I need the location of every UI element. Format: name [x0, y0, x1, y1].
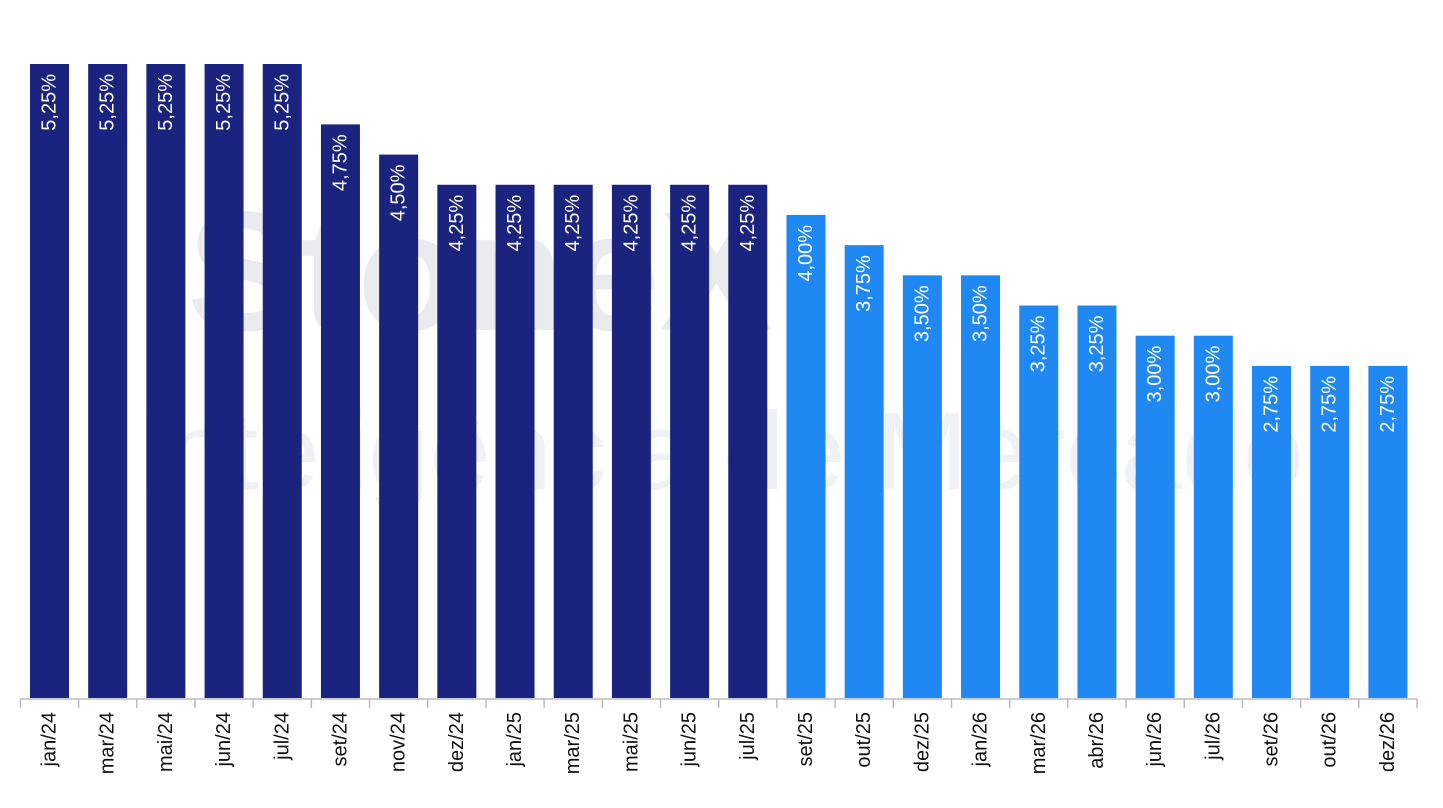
x-tick-label: set/26 [1261, 712, 1283, 766]
bar [786, 214, 826, 698]
bar [1310, 365, 1350, 698]
value-label: 4,25% [504, 195, 526, 252]
bar [611, 184, 651, 698]
x-tick-label: mai/25 [620, 712, 642, 772]
value-label: 3,25% [1086, 315, 1108, 372]
bar [1077, 305, 1117, 698]
x-tick-label: jun/26 [1144, 712, 1166, 768]
x-tick-label: out/25 [853, 712, 875, 768]
value-label: 5,25% [155, 74, 177, 131]
bar [437, 184, 477, 698]
x-tick-label: set/24 [329, 712, 351, 766]
x-tick-label: jan/24 [38, 712, 60, 768]
bar [1019, 305, 1059, 698]
x-tick-label: jan/25 [504, 712, 526, 768]
value-label: 4,25% [620, 195, 642, 252]
bar [1252, 365, 1292, 698]
bar [902, 275, 942, 698]
x-tick-label: jan/26 [970, 712, 992, 768]
x-tick-label: mai/24 [155, 712, 177, 772]
value-label: 4,50% [388, 164, 410, 221]
value-label: 3,50% [970, 285, 992, 342]
x-tick-label: jul/25 [737, 712, 759, 761]
value-label: 4,25% [446, 195, 468, 252]
value-label: 5,25% [213, 74, 235, 131]
value-label: 2,75% [1261, 376, 1283, 433]
value-label: 4,00% [795, 225, 817, 282]
bar [379, 154, 419, 699]
x-tick-label: mar/25 [562, 712, 584, 774]
value-label: 4,25% [562, 195, 584, 252]
value-label: 4,75% [329, 134, 351, 191]
bar [146, 64, 186, 698]
value-label: 5,25% [97, 74, 119, 131]
bar [961, 275, 1001, 698]
value-label: 4,25% [737, 195, 759, 252]
value-label: 5,25% [271, 74, 293, 131]
x-tick-label: dez/26 [1377, 712, 1399, 772]
x-tick-label: jul/26 [1202, 712, 1224, 761]
value-label: 4,25% [679, 195, 701, 252]
value-label: 3,00% [1144, 346, 1166, 403]
x-tick-label: dez/25 [911, 712, 933, 772]
x-tick-label: nov/24 [388, 712, 410, 772]
value-label: 2,75% [1319, 376, 1341, 433]
x-tick-label: out/26 [1319, 712, 1341, 768]
value-label: 3,00% [1202, 346, 1224, 403]
x-tick-label: jul/24 [271, 712, 293, 761]
x-tick-label: jun/24 [213, 712, 235, 768]
bar [204, 64, 244, 698]
x-tick-label: set/25 [795, 712, 817, 766]
bar [1368, 365, 1408, 698]
value-label: 3,50% [911, 285, 933, 342]
bar [728, 184, 768, 698]
bar [553, 184, 593, 698]
x-tick-label: dez/24 [446, 712, 468, 772]
bar [262, 64, 302, 698]
bar [1193, 335, 1233, 698]
x-tick-label: mar/26 [1028, 712, 1050, 774]
x-tick-label: mar/24 [97, 712, 119, 774]
x-tick-label: abr/26 [1086, 712, 1108, 769]
value-label: 2,75% [1377, 376, 1399, 433]
watermark-subtitle: Inteligência de Mercado [136, 390, 1304, 513]
value-label: 5,25% [38, 74, 60, 131]
bar [670, 184, 710, 698]
value-label: 3,25% [1028, 315, 1050, 372]
bar [320, 124, 360, 698]
bar [1135, 335, 1175, 698]
x-tick-label: jun/25 [679, 712, 701, 768]
bar [88, 64, 128, 698]
bar [29, 64, 69, 698]
bar [495, 184, 535, 698]
bar [844, 245, 884, 698]
value-label: 3,75% [853, 255, 875, 312]
